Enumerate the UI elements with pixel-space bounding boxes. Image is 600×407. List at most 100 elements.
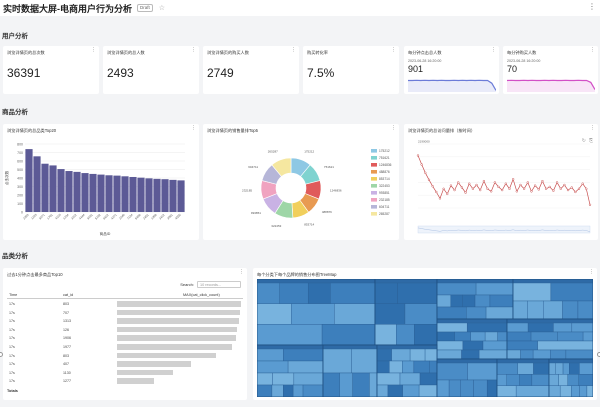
cell-click-bar — [117, 369, 173, 376]
section-title-users: 用户分析 — [2, 33, 28, 40]
table-row[interactable]: 17s 803 — [7, 352, 243, 359]
data-point — [424, 171, 427, 174]
treemap-group-header — [437, 279, 513, 283]
table-row[interactable]: 17s 707 — [7, 309, 243, 316]
treemap-tile — [578, 374, 593, 386]
sparkline-line — [408, 79, 496, 91]
table-row[interactable]: 17s 1977 — [7, 343, 243, 350]
slice-label: 751621 — [324, 165, 334, 169]
bar — [97, 174, 105, 212]
more-options-icon[interactable]: ⋮ — [491, 47, 496, 53]
legend-swatch — [371, 205, 377, 209]
x-tick-label: 1701 — [46, 213, 54, 221]
more-options-icon[interactable]: ⋮ — [191, 47, 196, 53]
donut-slice — [271, 157, 292, 177]
table-row[interactable]: 17s 1313 — [7, 317, 243, 324]
search-input[interactable]: 10 records... — [197, 281, 241, 288]
treemap-tile — [520, 349, 534, 360]
table-row[interactable]: 17s 803 — [7, 300, 243, 307]
cell-cat-id: 1906 — [63, 336, 71, 341]
cell-time: 17s — [9, 353, 15, 358]
legend-label: 175212 — [379, 149, 390, 153]
trend-sparkline-clicks — [408, 79, 496, 92]
treemap-tile — [436, 379, 450, 397]
treemap-tile — [257, 324, 323, 346]
cell-cat-id: 803 — [63, 302, 69, 306]
y-tick-label: 500 — [17, 168, 23, 172]
cell-time: 17s — [9, 362, 15, 367]
table-row[interactable]: 17s 1906 — [7, 334, 243, 341]
slice-label: 175212 — [304, 149, 314, 153]
treemap-tile — [466, 306, 487, 320]
column-header-cat-id[interactable]: cat_id — [63, 293, 74, 297]
chart-title: 浏览详情页的总访问量排（按时间） — [408, 128, 476, 133]
star-icon[interactable]: ☆ — [158, 5, 166, 12]
table-row[interactable]: 17s 1277 — [7, 377, 243, 384]
more-options-icon[interactable]: ⋮ — [239, 269, 244, 275]
treemap-tile — [334, 303, 376, 325]
x-tick-label: 5102 — [94, 213, 102, 221]
data-point — [464, 191, 467, 194]
data-point — [479, 188, 482, 192]
treemap-tile — [506, 322, 529, 333]
more-options-icon[interactable]: ⋮ — [391, 47, 396, 53]
legend-swatch — [371, 170, 377, 174]
section-title-categories: 品类分析 — [2, 253, 28, 260]
carousel-next-handle[interactable] — [597, 352, 600, 357]
data-point — [519, 183, 522, 187]
more-options-icon[interactable]: ⋮ — [590, 125, 595, 131]
data-point — [497, 185, 500, 189]
treemap-tile — [283, 348, 324, 362]
trend-title: 每分钟购买人数 — [507, 50, 537, 55]
more-options-icon[interactable]: ⋮ — [588, 2, 596, 11]
data-point — [508, 187, 511, 190]
x-tick-label: 1909 — [150, 213, 158, 221]
treemap-group-header — [257, 279, 375, 283]
restore-icon[interactable]: ⎘ — [588, 138, 593, 144]
more-options-icon[interactable]: ⋮ — [191, 125, 196, 131]
treemap-tile — [577, 300, 593, 320]
data-point — [475, 183, 478, 187]
legend-swatch — [371, 149, 377, 153]
table-row[interactable]: 17s 1130 — [7, 369, 243, 376]
treemap-tile — [436, 362, 468, 381]
data-point — [559, 187, 562, 190]
slice-label: 232185 — [242, 188, 252, 192]
treemap-tile — [257, 303, 292, 325]
bar — [81, 173, 89, 212]
column-header-time[interactable]: Time — [9, 293, 18, 297]
slice-label: 322453 — [271, 224, 281, 228]
trend-title: 每分钟点击总人数 — [408, 50, 442, 55]
series-line — [417, 155, 591, 205]
refresh-icon[interactable]: ↻ — [581, 138, 586, 144]
legend-label: 1246836 — [379, 163, 392, 167]
carousel-prev-handle[interactable] — [0, 352, 3, 357]
treemap-tile — [257, 282, 280, 304]
treemap-group-header — [513, 279, 593, 283]
trend-card-purchases: 每分钟购买人数 ⋮ 2023-06-28 16:20:00 70 — [503, 46, 598, 94]
treemap-tile — [473, 379, 488, 397]
more-options-icon[interactable]: ⋮ — [391, 125, 396, 131]
table-row[interactable]: 17s 407 — [7, 360, 243, 367]
treemap-tile — [496, 374, 507, 386]
data-point — [566, 188, 570, 192]
column-header-max-click[interactable]: MAX(cat_click_count) — [183, 293, 220, 297]
cell-time: 17s — [9, 319, 15, 324]
y-tick-label: 700 — [17, 151, 23, 155]
treemap-tile — [486, 379, 498, 397]
more-options-icon[interactable]: ⋮ — [590, 47, 595, 53]
chart-title: 每个分类下每个品牌的销售分布图TreeMap — [257, 272, 337, 277]
treemap-tile — [404, 303, 438, 325]
treemap-tile — [402, 384, 420, 397]
bar — [129, 176, 137, 212]
more-options-icon[interactable]: ⋮ — [291, 47, 296, 53]
more-options-icon[interactable]: ⋮ — [91, 47, 96, 53]
treemap-tile — [531, 374, 550, 386]
data-point — [577, 187, 581, 190]
table-row[interactable]: 17s 126 — [7, 326, 243, 333]
treemap-tile — [397, 282, 438, 304]
more-options-icon[interactable]: ⋮ — [589, 269, 594, 275]
y-tick-label: 2190000 — [418, 140, 430, 144]
treemap-tile — [466, 322, 508, 333]
treemap-tile — [291, 303, 335, 325]
